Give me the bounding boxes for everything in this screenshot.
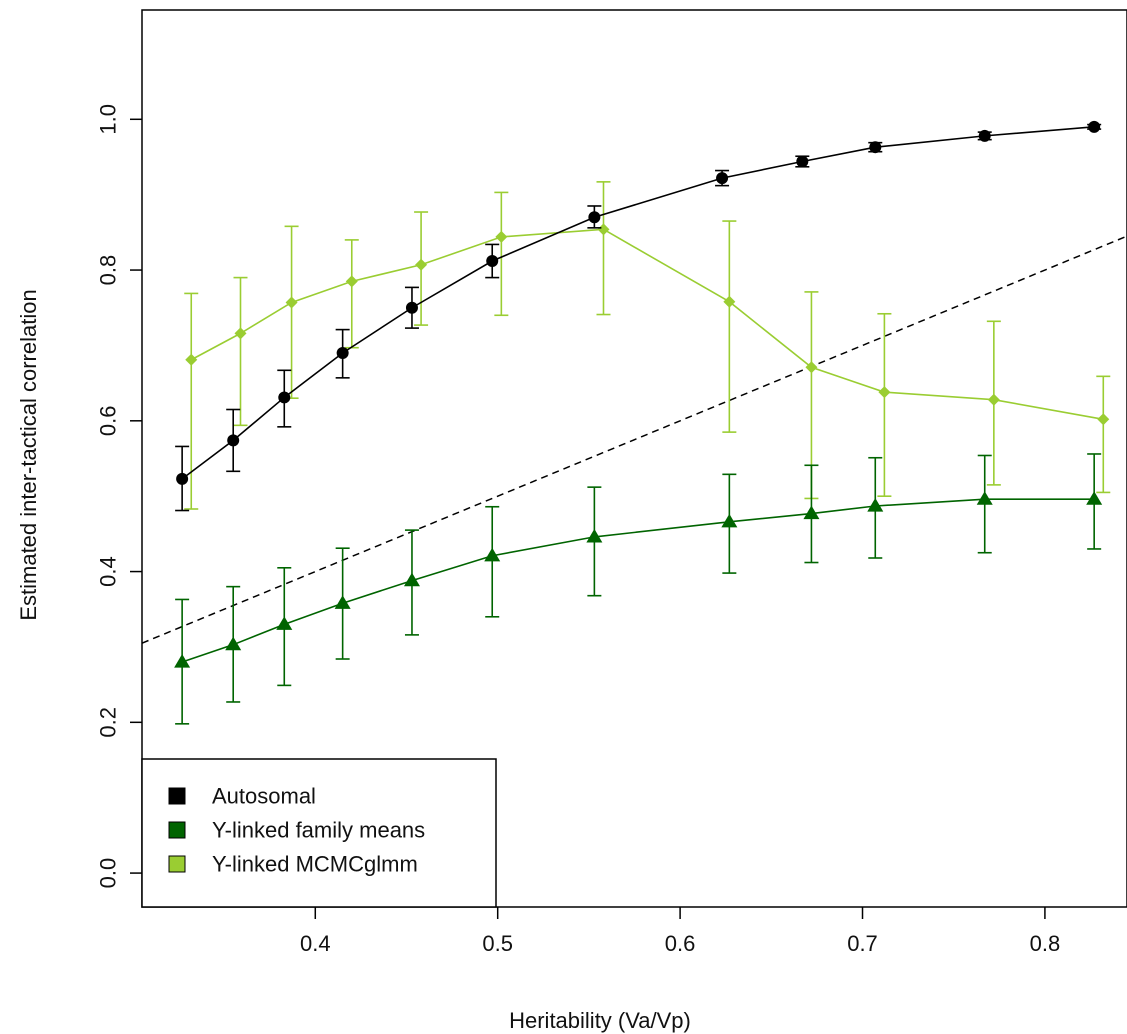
- data-point: [403, 572, 420, 587]
- data-point: [336, 346, 349, 359]
- data-point: [978, 129, 991, 142]
- data-point: [1088, 120, 1101, 133]
- data-point: [805, 361, 818, 374]
- x-tick-label: 0.4: [300, 931, 331, 956]
- data-point: [1097, 413, 1110, 426]
- data-point: [185, 353, 198, 366]
- data-point: [987, 393, 1000, 406]
- legend: Autosomal Y-linked family means Y-linked M…: [141, 758, 497, 908]
- y-axis: 0.0 0.2 0.4 0.6 0.8 1.0: [96, 104, 142, 889]
- y-tick-label: 0.2: [96, 707, 121, 738]
- legend-label: Autosomal: [212, 784, 316, 809]
- data-point: [285, 296, 298, 309]
- x-axis-title: Heritability (Va/Vp): [509, 1008, 691, 1033]
- data-point: [867, 497, 884, 512]
- data-point: [597, 223, 610, 236]
- data-point: [278, 391, 291, 404]
- series-line: [181, 126, 1095, 480]
- data-point: [225, 636, 242, 651]
- data-point: [227, 434, 240, 447]
- y-tick-label: 0.6: [96, 406, 121, 437]
- series-y-linked-mcmcglmm: [184, 181, 1111, 510]
- series-y-linked-family-means: [174, 453, 1103, 725]
- data-point: [869, 141, 882, 154]
- data-point: [405, 301, 418, 314]
- data-point: [976, 491, 993, 505]
- x-tick-label: 0.5: [482, 931, 513, 956]
- data-point: [176, 472, 189, 485]
- data-point: [495, 230, 508, 243]
- data-point: [415, 258, 428, 271]
- data-point: [723, 295, 736, 308]
- x-tick-label: 0.6: [665, 931, 696, 956]
- data-point: [234, 327, 247, 340]
- data-point: [345, 275, 358, 288]
- data-point: [484, 547, 501, 562]
- data-point: [586, 528, 603, 543]
- series-layer: [142, 120, 1127, 725]
- legend-label: Y-linked family means: [212, 818, 425, 843]
- data-point: [803, 505, 820, 520]
- y-tick-label: 0.4: [96, 556, 121, 587]
- legend-swatch: [168, 855, 186, 873]
- plot-frame: [141, 9, 1127, 908]
- data-point: [486, 255, 499, 268]
- data-point: [1086, 491, 1103, 505]
- series-autosomal: [175, 120, 1102, 512]
- data-point: [716, 172, 729, 185]
- data-point: [796, 155, 809, 168]
- y-tick-label: 0.0: [96, 858, 121, 889]
- series-line: [190, 228, 1104, 421]
- y-axis-title: Estimated inter-tactical correlation: [16, 289, 41, 620]
- data-point: [276, 616, 293, 630]
- reference-line: [142, 235, 1127, 644]
- legend-box: [141, 758, 497, 908]
- x-tick-label: 0.8: [1030, 931, 1061, 956]
- y-tick-label: 0.8: [96, 255, 121, 286]
- legend-label: Y-linked MCMCglmm: [212, 852, 418, 877]
- data-point: [721, 513, 738, 528]
- data-point: [878, 386, 891, 399]
- legend-swatch: [168, 821, 186, 839]
- x-tick-label: 0.7: [847, 931, 878, 956]
- data-point: [334, 595, 351, 609]
- legend-swatch: [168, 787, 186, 805]
- x-axis: 0.4 0.5 0.6 0.7 0.8: [300, 907, 1060, 956]
- data-point: [588, 211, 601, 224]
- y-tick-label: 1.0: [96, 104, 121, 135]
- series-line: [181, 498, 1095, 663]
- data-point: [174, 654, 191, 668]
